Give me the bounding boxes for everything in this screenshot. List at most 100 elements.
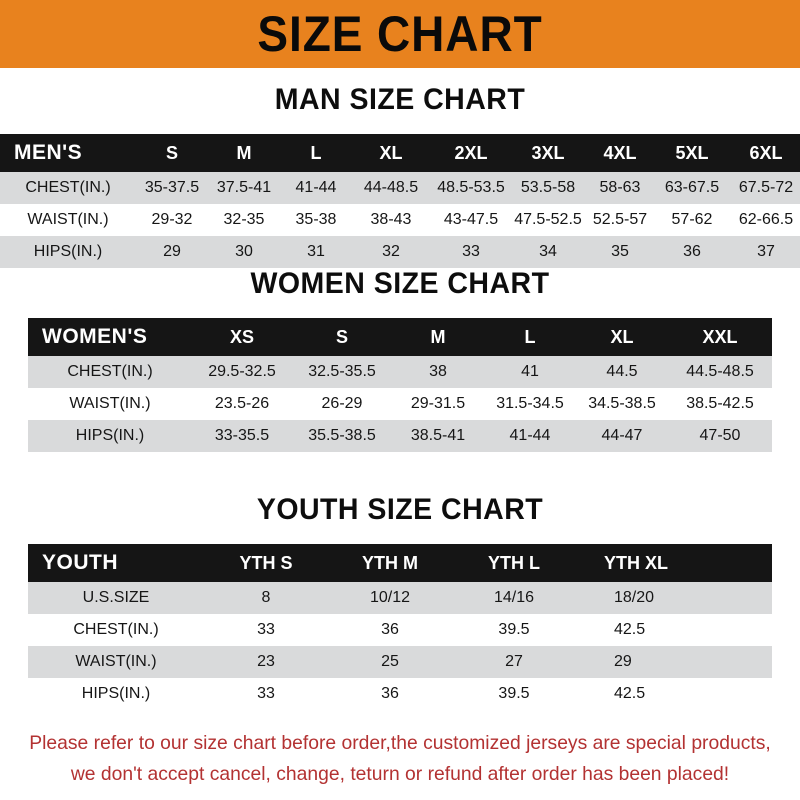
column-header: YTH L: [488, 552, 540, 573]
table-cell: 44.5-48.5: [686, 363, 754, 380]
table-row: CHEST(IN.) 35-37.5 37.5-41 41-44 44-48.5…: [0, 172, 800, 204]
banner: SIZE CHART: [0, 0, 800, 68]
table-cell: 44.5: [606, 363, 638, 380]
row-label: HIPS(IN.): [81, 685, 151, 702]
table-cell: 27: [505, 653, 523, 670]
table-cell: 18/20: [614, 589, 655, 606]
table-cell: 35: [611, 243, 629, 260]
column-header: L: [310, 142, 322, 163]
column-header: 5XL: [675, 142, 709, 163]
section-title-man: MAN SIZE CHART: [274, 83, 526, 116]
column-header: M: [236, 142, 252, 163]
table-cell: 29: [163, 243, 181, 260]
section-title-women: WOMEN SIZE CHART: [250, 267, 550, 300]
row-label: U.S.SIZE: [82, 589, 150, 606]
table-row: CHEST(IN.) 33 36 39.5 42.5: [28, 614, 772, 646]
table-cell: 8: [261, 589, 271, 606]
table-cell: 41: [521, 363, 539, 380]
column-header: S: [165, 142, 178, 163]
table-cell: 31.5-34.5: [496, 395, 564, 412]
table-cell: 58-63: [599, 179, 641, 196]
table-row: WAIST(IN.) 23 25 27 29: [28, 646, 772, 678]
column-header: 4XL: [603, 142, 637, 163]
table-row: HIPS(IN.) 29 30 31 32 33 34 35 36 37: [0, 236, 800, 268]
table-cell: 35-38: [295, 211, 337, 228]
table-cell: 30: [235, 243, 253, 260]
column-header: XL: [610, 326, 634, 347]
section-youth: YOUTH SIZE CHART: [0, 494, 800, 526]
table-cell: 44-47: [601, 427, 643, 444]
table-wrapper-youth: YOUTH YTH S YTH M YTH L YTH XL U.S.SIZE …: [0, 544, 800, 710]
column-header: YTH XL: [604, 552, 669, 573]
table-header-row: MEN'S S M L XL 2XL 3XL 4XL 5XL 6XL: [0, 134, 800, 172]
size-table-youth: YOUTH YTH S YTH M YTH L YTH XL U.S.SIZE …: [28, 544, 772, 710]
column-header: 2XL: [454, 142, 488, 163]
column-header: S: [335, 326, 348, 347]
table-cell: 36: [683, 243, 701, 260]
table-cell: 23: [257, 653, 275, 670]
row-label: WAIST(IN.): [27, 211, 109, 228]
size-table-man: MEN'S S M L XL 2XL 3XL 4XL 5XL 6XL CHEST…: [0, 134, 800, 268]
table-row: HIPS(IN.) 33-35.5 35.5-38.5 38.5-41 41-4…: [28, 420, 772, 452]
column-header: XXL: [702, 326, 738, 347]
table-cell: 29-31.5: [410, 395, 466, 412]
row-label: HIPS(IN.): [75, 427, 145, 444]
table-cell: 33-35.5: [214, 427, 270, 444]
table-cell: 57-62: [671, 211, 713, 228]
column-header: L: [524, 326, 536, 347]
column-header: YTH M: [362, 552, 418, 573]
column-header: XS: [229, 326, 254, 347]
row-label: CHEST(IN.): [67, 363, 153, 380]
table-cell: 33: [462, 243, 480, 260]
table-cell: 47.5-52.5: [514, 211, 582, 228]
row-label: WAIST(IN.): [75, 653, 157, 670]
header-label: YOUTH: [42, 551, 118, 574]
table-cell: 44-48.5: [363, 179, 419, 196]
row-label: CHEST(IN.): [73, 621, 159, 638]
table-cell: 63-67.5: [664, 179, 720, 196]
table-cell: 38-43: [370, 211, 412, 228]
table-cell: 38.5-42.5: [686, 395, 754, 412]
row-label: CHEST(IN.): [25, 179, 111, 196]
table-cell: 37: [757, 243, 775, 260]
table-cell: 41-44: [509, 427, 551, 444]
table-cell: 34.5-38.5: [588, 395, 656, 412]
table-wrapper-women: WOMEN'S XS S M L XL XXL CHEST(IN.) 29.5-…: [0, 318, 800, 452]
header-label: WOMEN'S: [42, 325, 148, 348]
table-row: WAIST(IN.) 23.5-26 26-29 29-31.5 31.5-34…: [28, 388, 772, 420]
table-cell: 25: [381, 653, 399, 670]
column-header: YTH S: [239, 552, 293, 573]
table-cell: 52.5-57: [592, 211, 648, 228]
table-cell: 37.5-41: [216, 179, 272, 196]
table-header-row: WOMEN'S XS S M L XL XXL: [28, 318, 772, 356]
table-cell: 10/12: [369, 589, 411, 606]
size-table-women: WOMEN'S XS S M L XL XXL CHEST(IN.) 29.5-…: [28, 318, 772, 452]
table-cell: 42.5: [614, 685, 646, 702]
table-cell: 29: [614, 653, 632, 670]
column-header: 6XL: [749, 142, 783, 163]
row-label: WAIST(IN.): [69, 395, 151, 412]
footer-line-2: we don't accept cancel, change, teturn o…: [70, 763, 730, 785]
table-wrapper-man: MEN'S S M L XL 2XL 3XL 4XL 5XL 6XL CHEST…: [0, 134, 800, 268]
table-cell: 29.5-32.5: [208, 363, 276, 380]
table-cell: 38.5-41: [410, 427, 466, 444]
column-header: 3XL: [531, 142, 565, 163]
table-row: CHEST(IN.) 29.5-32.5 32.5-35.5 38 41 44.…: [28, 356, 772, 388]
table-cell: 34: [539, 243, 557, 260]
table-cell: 32: [382, 243, 400, 260]
table-cell: 38: [429, 363, 447, 380]
table-cell: 43-47.5: [443, 211, 499, 228]
section-women: WOMEN SIZE CHART: [0, 268, 800, 300]
banner-title: SIZE CHART: [257, 6, 543, 62]
table-cell: 33: [257, 621, 275, 638]
table-cell: 32-35: [223, 211, 265, 228]
column-header: XL: [379, 142, 403, 163]
table-cell: 41-44: [295, 179, 337, 196]
column-header: M: [430, 326, 446, 347]
table-cell: 39.5: [498, 621, 530, 638]
table-cell: 32.5-35.5: [308, 363, 376, 380]
table-cell: 62-66.5: [738, 211, 794, 228]
table-cell: 31: [307, 243, 325, 260]
table-cell: 29-32: [151, 211, 193, 228]
